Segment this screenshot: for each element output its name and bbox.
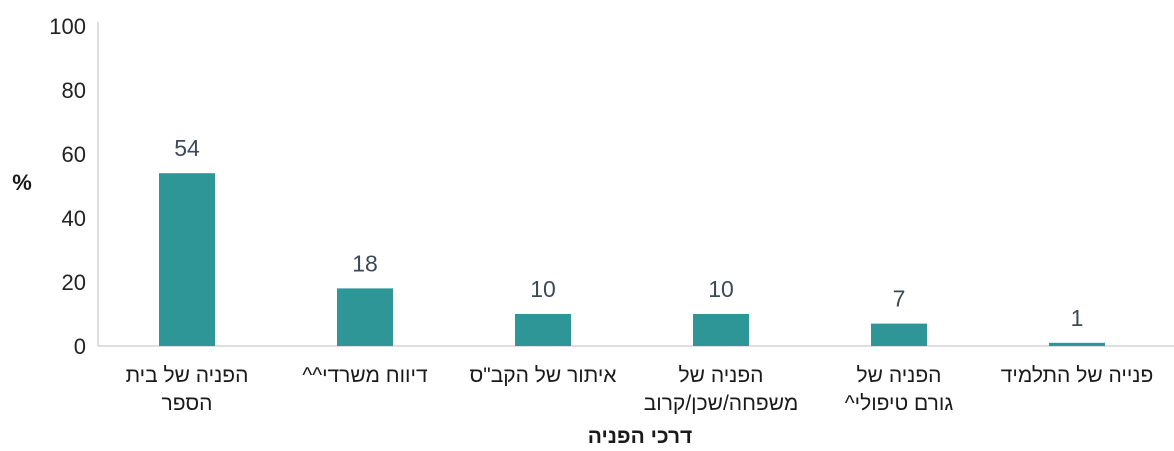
y-tick-label: 20 bbox=[62, 270, 86, 295]
bar-value-label: 10 bbox=[530, 276, 556, 302]
bar-value-label: 18 bbox=[352, 250, 378, 276]
x-axis-label: דרכי הפניה bbox=[588, 425, 693, 448]
y-tick-label: 0 bbox=[74, 334, 86, 359]
category-label: גורם טיפולי^ bbox=[845, 392, 954, 415]
bar bbox=[337, 288, 393, 346]
category-label: איתור של הקב"ס bbox=[469, 364, 616, 387]
y-tick-label: 40 bbox=[62, 206, 86, 231]
category-label: דיווח משרדי^^ bbox=[302, 364, 428, 387]
bar-value-label: 54 bbox=[174, 135, 200, 161]
y-axis-ticks: 0 20 40 60 80 100 bbox=[49, 14, 86, 359]
category-label: משפחה/שכן/קרוב bbox=[644, 392, 799, 415]
bar-value-label: 1 bbox=[1071, 305, 1084, 331]
y-tick-label: 60 bbox=[62, 142, 86, 167]
category-label: הספר bbox=[162, 392, 213, 415]
bar-value-label: 10 bbox=[708, 276, 734, 302]
category-label: פנייה של התלמיד bbox=[1001, 364, 1154, 387]
y-tick-label: 100 bbox=[49, 14, 86, 39]
category-label: הפניה של bbox=[857, 364, 942, 387]
category-label: הפניה של בית bbox=[126, 364, 249, 387]
bar bbox=[159, 173, 215, 346]
bar bbox=[515, 314, 571, 346]
category-labels-group: הפניה של בית הספר דיווח משרדי^^ איתור של הק… bbox=[126, 364, 1154, 415]
category-label: הפניה של bbox=[679, 364, 764, 387]
y-tick-label: 80 bbox=[62, 78, 86, 103]
y-axis-label: % bbox=[12, 170, 32, 195]
bar bbox=[693, 314, 749, 346]
bar bbox=[1049, 342, 1105, 346]
bar-value-label: 7 bbox=[893, 286, 906, 312]
bars-group: 54 18 10 10 7 1 bbox=[159, 135, 1105, 346]
bar bbox=[871, 323, 927, 346]
